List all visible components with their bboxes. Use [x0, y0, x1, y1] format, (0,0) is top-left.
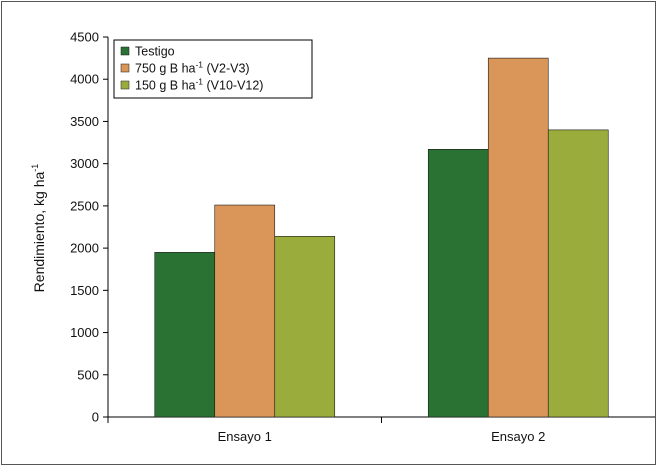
y-tick-label: 500 — [77, 367, 99, 382]
bar — [427, 149, 489, 418]
x-tick-label: Ensayo 2 — [491, 429, 545, 444]
bar — [214, 204, 276, 418]
legend-label: 750 g B ha-1 (V2-V3) — [135, 60, 250, 76]
y-tick-label: 2000 — [70, 241, 99, 256]
bars — [154, 57, 609, 418]
y-tick-label: 3000 — [70, 156, 99, 171]
y-tick-label: 3500 — [70, 114, 99, 129]
bar — [547, 129, 609, 418]
y-tick-label: 0 — [92, 410, 99, 425]
legend-swatch — [120, 63, 130, 73]
x-tick-label: Ensayo 1 — [218, 429, 272, 444]
bar — [154, 252, 216, 418]
legend-label: 150 g B ha-1 (V10-V12) — [135, 77, 263, 93]
y-tick-label: 2500 — [70, 198, 99, 213]
bar — [487, 57, 549, 418]
legend-box — [113, 39, 313, 99]
legend-label: Testigo — [135, 45, 175, 59]
y-axis-title-sup: -1 — [30, 164, 40, 172]
y-tick-label: 4500 — [70, 30, 99, 45]
legend-swatch — [120, 80, 130, 90]
y-axis-title-text: Rendimiento, kg ha — [31, 171, 47, 292]
y-axis-title: Rendimiento, kg ha-1 — [30, 164, 47, 293]
bar — [274, 235, 336, 418]
legend-swatch — [120, 46, 130, 56]
y-tick-label: 1000 — [70, 325, 99, 340]
y-axis: 0 500 1000 1500 2000 2500 3000 3500 4000 4500 — [70, 30, 109, 425]
y-tick-label: 1500 — [70, 283, 99, 298]
y-tick-label: 4000 — [70, 72, 99, 87]
